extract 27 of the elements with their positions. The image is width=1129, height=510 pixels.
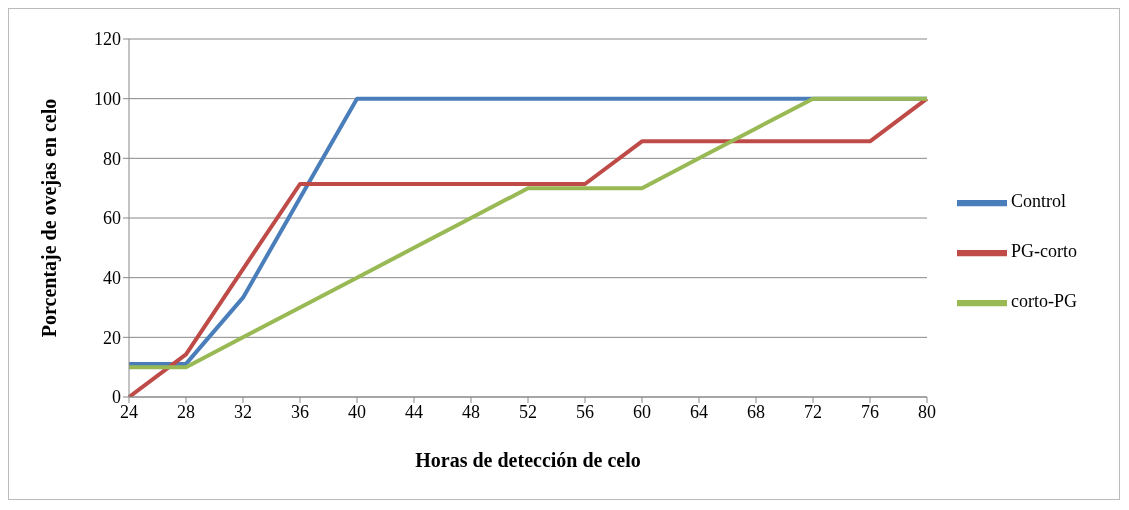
x-tick-label: 64 bbox=[690, 401, 708, 422]
x-tick-label: 80 bbox=[918, 401, 936, 422]
y-tick-label: 0 bbox=[112, 387, 121, 408]
legend-label: PG-corto bbox=[1011, 241, 1077, 262]
y-tick-label: 80 bbox=[103, 148, 121, 169]
legend-label: Control bbox=[1011, 191, 1067, 212]
y-tick-label: 120 bbox=[94, 29, 121, 50]
x-tick-label: 36 bbox=[291, 401, 309, 422]
x-axis-title: Horas de detección de celo bbox=[415, 449, 641, 471]
x-tick-label: 44 bbox=[405, 401, 423, 422]
x-tick-label: 28 bbox=[177, 401, 195, 422]
x-tick-label: 68 bbox=[747, 401, 765, 422]
y-tick-label: 60 bbox=[103, 208, 121, 229]
y-tick-label: 100 bbox=[94, 89, 121, 110]
x-tick-label: 72 bbox=[804, 401, 822, 422]
x-tick-label: 56 bbox=[576, 401, 594, 422]
legend-label: corto-PG bbox=[1011, 291, 1077, 312]
x-tick-label: 32 bbox=[234, 401, 252, 422]
x-tick-label: 76 bbox=[861, 401, 879, 422]
x-tick-label: 24 bbox=[120, 401, 138, 422]
y-axis-title: Porcentaje de ovejas en celo bbox=[38, 98, 62, 338]
x-tick-label: 48 bbox=[462, 401, 480, 422]
x-tick-label: 60 bbox=[633, 401, 651, 422]
y-tick-label: 40 bbox=[103, 268, 121, 289]
x-tick-label: 52 bbox=[519, 401, 537, 422]
y-tick-label: 20 bbox=[103, 327, 121, 348]
x-tick-label: 40 bbox=[348, 401, 366, 422]
